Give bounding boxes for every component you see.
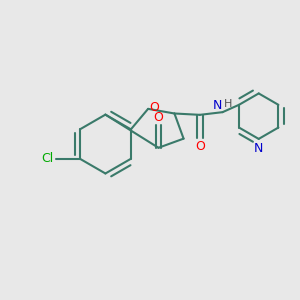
Text: O: O [150, 101, 160, 114]
Text: Cl: Cl [41, 152, 53, 165]
Text: N: N [254, 142, 263, 155]
Text: N: N [213, 99, 222, 112]
Text: O: O [154, 111, 164, 124]
Text: H: H [224, 99, 232, 109]
Text: O: O [195, 140, 205, 153]
